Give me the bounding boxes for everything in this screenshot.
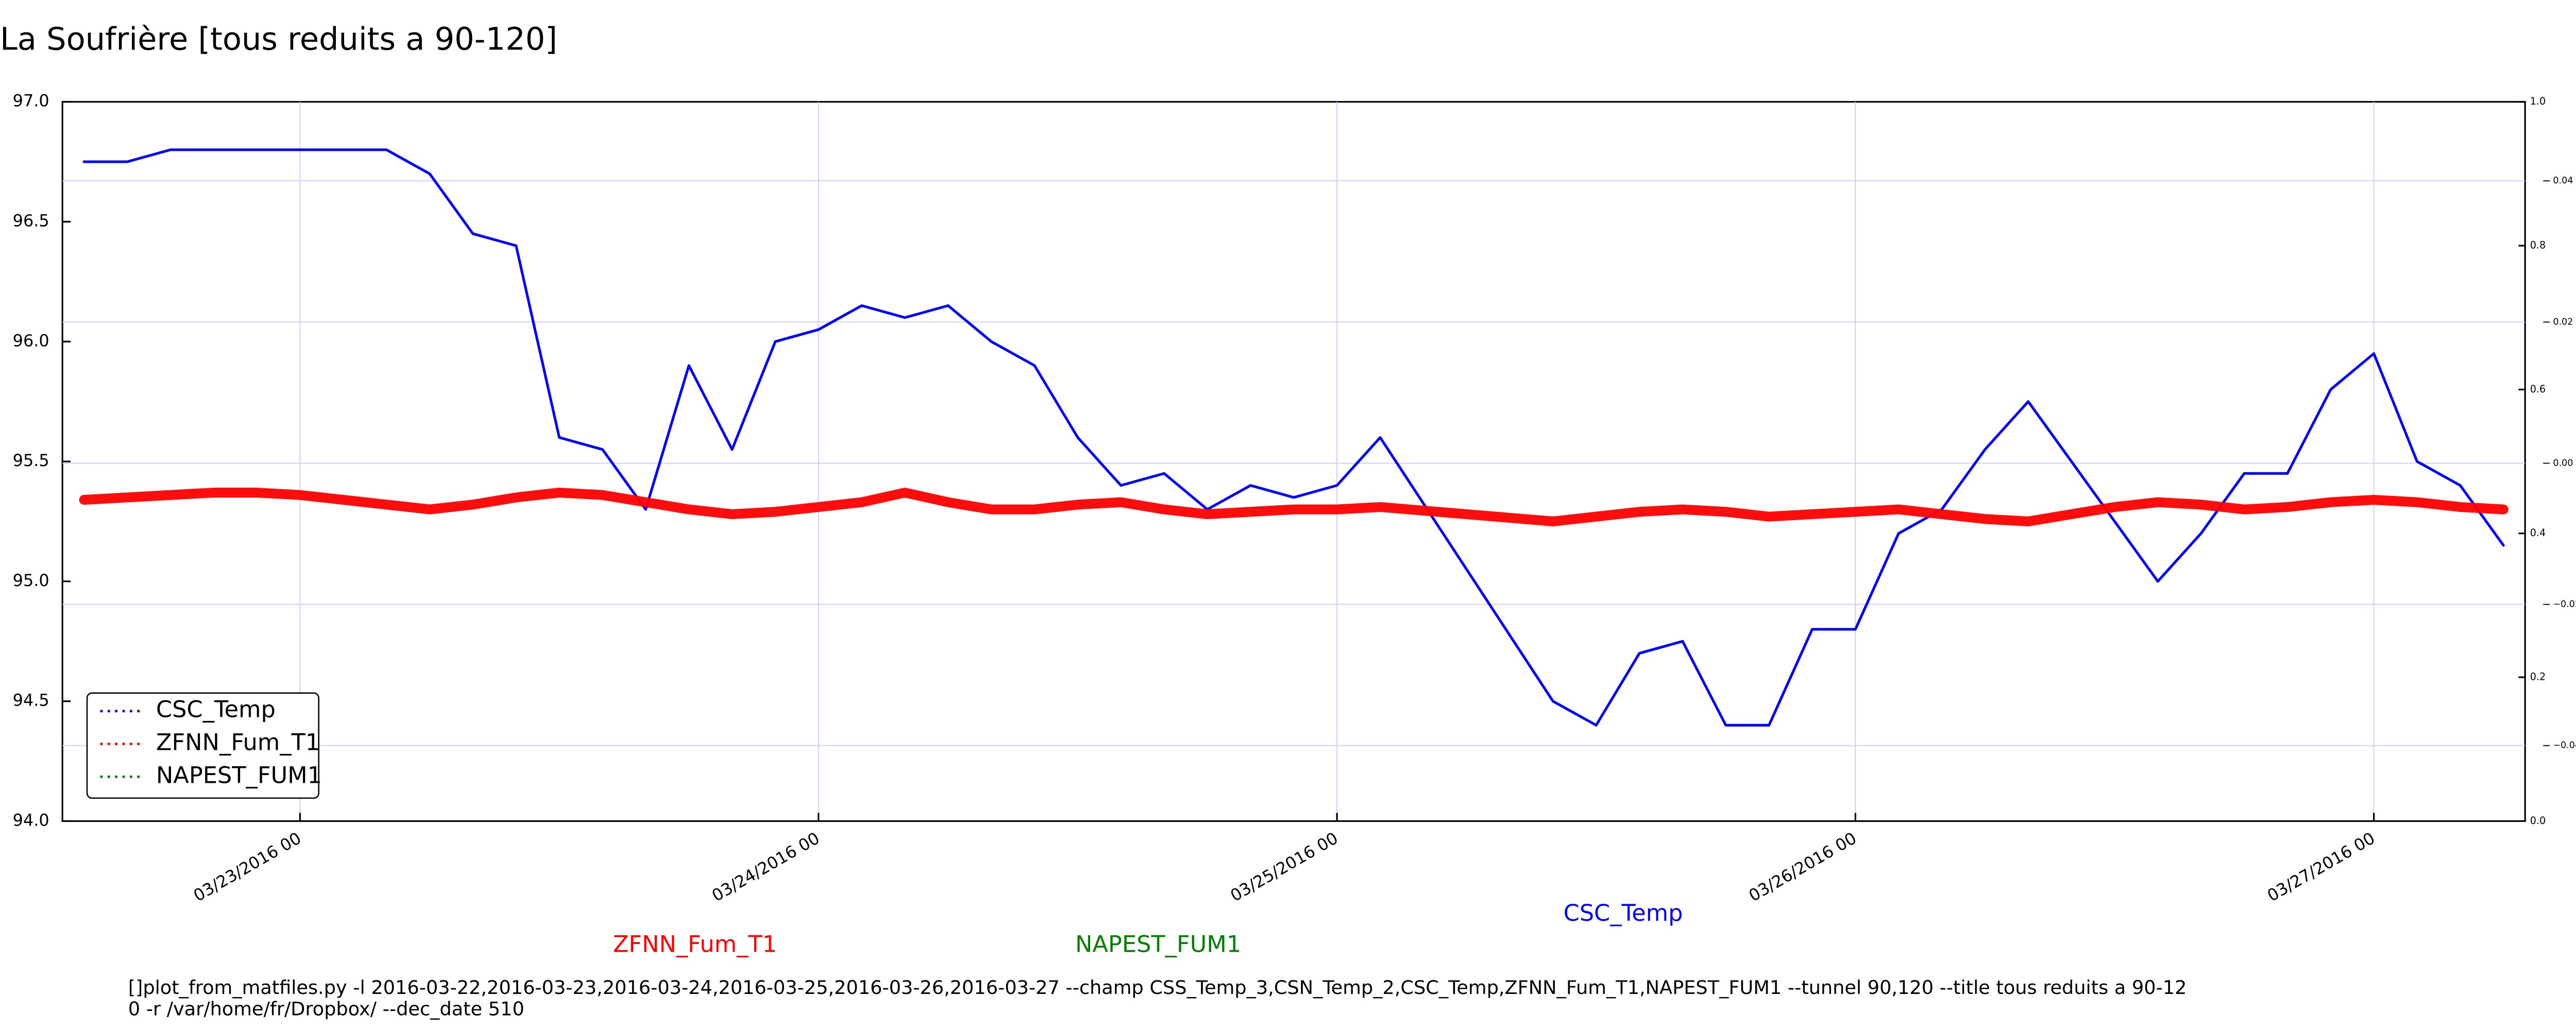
y2-tick-label: 0.2 [2530,671,2546,683]
series-annotation: ZFNN_Fum_T1 [613,931,777,958]
y-tick-label: 96.5 [13,211,49,230]
series-annotation: CSC_Temp [1564,900,1683,926]
y-tick-label: 95.5 [13,451,49,470]
x-tick-label: 03/25/2016 00 [1227,828,1342,905]
y-tick-label: 97.0 [13,91,49,111]
chart-title: La Soufrière [tous reduits a 90-120] [0,21,557,57]
y-tick-label: 94.5 [13,691,49,710]
series-annotation: NAPEST_FUM1 [1075,931,1241,958]
y3-tick-label: 0.00 [2553,458,2573,468]
y3-tick-label: −0.02 [2553,599,2576,610]
y3-tick-label: 0.04 [2553,176,2573,186]
legend-label: ZFNN_Fum_T1 [156,729,320,756]
series-line [82,148,2505,727]
legend-label: NAPEST_FUM1 [156,762,322,788]
x-tick-label: 03/23/2016 00 [190,828,304,905]
x-tick-label: 03/27/2016 00 [2264,828,2378,905]
y2-tick-label: 0.0 [2530,815,2546,827]
y-tick-label: 95.0 [13,571,49,590]
y2-tick-label: 0.8 [2530,239,2546,251]
series-line [79,488,2509,527]
y2-tick-label: 0.6 [2530,383,2546,395]
y2-tick-label: 1.0 [2530,95,2546,107]
legend: CSC_Temp ZFNN_Fum_T1 NAPEST_FUM1 [86,692,322,799]
legend-frame [86,692,319,799]
legend-label: CSC_Temp [156,696,276,723]
y2-tick-label: 0.4 [2530,527,2546,539]
plot-frame [61,101,2526,822]
y-tick-label: 96.0 [13,331,49,350]
command-line: []plot_from_matfiles.py -l 2016-03-22,20… [128,976,2187,999]
x-tick-label: 03/26/2016 00 [1745,828,1860,905]
command-line: 0 -r /var/home/fr/Dropbox/ --dec_date 51… [128,998,524,1020]
y3-tick-label: −0.04 [2553,741,2576,751]
x-tick-label: 03/24/2016 00 [708,828,823,905]
y3-tick-label: 0.02 [2553,317,2573,327]
y-tick-label: 94.0 [13,810,49,830]
